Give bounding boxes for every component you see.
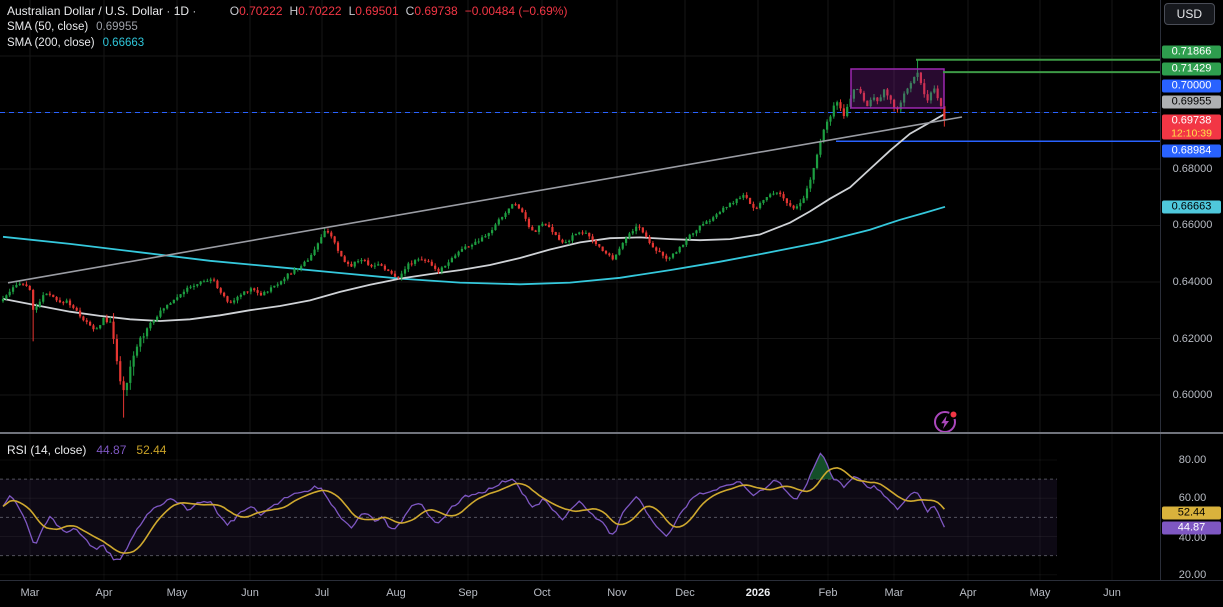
open-value: 0.70222 [239, 4, 283, 18]
price-badge: 0.68984 [1162, 144, 1221, 158]
rsi-badge: 44.87 [1162, 521, 1221, 535]
price-axis-label: 0.64000 [1172, 276, 1213, 288]
rsi-legend[interactable]: RSI (14, close) 44.87 52.44 [7, 443, 166, 457]
pane-separator-handle[interactable] [0, 432, 1223, 434]
rsi-value: 44.87 [96, 443, 127, 457]
price-badge: 0.71866 [1162, 45, 1221, 59]
time-axis-label: May [1029, 587, 1051, 599]
change-value: −0.00484 (−0.69%) [464, 4, 568, 18]
main-price-pane[interactable] [0, 0, 1160, 434]
trendline [7, 116, 963, 284]
time-axis-label: Oct [533, 587, 551, 599]
close-value: 0.69738 [414, 4, 458, 18]
price-badge: 0.69955 [1162, 95, 1221, 109]
price-range-box [850, 68, 945, 109]
sma200-value: 0.66663 [102, 37, 145, 49]
rsi-label: RSI (14, close) [7, 443, 87, 457]
sma50-value: 0.69955 [96, 21, 138, 33]
separator-dot: · [163, 4, 174, 18]
rsi-ma-value: 52.44 [136, 443, 167, 457]
main-chart-canvas[interactable] [0, 0, 1160, 434]
price-axis-label: 0.68000 [1172, 163, 1213, 175]
time-axis-label: Apr [959, 587, 977, 599]
rsi-ma-line [2, 466, 946, 554]
price-scale[interactable]: 0.68000 0.66000 0.64000 0.62000 0.60000 80.00… [1160, 0, 1223, 581]
time-axis-label: Dec [675, 587, 695, 599]
symbol-title[interactable]: Australian Dollar / U.S. Dollar [7, 4, 164, 18]
price-badge: 0.66663 [1162, 200, 1221, 214]
ohlc-readout: O0.70222 H0.70222 L0.69501 C0.69738 −0.00484… [230, 4, 575, 18]
open-label: O [229, 4, 240, 18]
sma50-row[interactable]: SMA (50, close) 0.69955 [7, 19, 574, 35]
close-label: C [405, 4, 415, 18]
countdown-timer: 12:10:39 [1171, 127, 1212, 140]
time-axis-label: Mar [20, 587, 40, 599]
sma200-row[interactable]: SMA (200, close) 0.66663 [7, 35, 574, 51]
time-axis-label: Jun [241, 587, 259, 599]
price-axis-label: 0.60000 [1172, 389, 1213, 401]
price-badge: 0.71429 [1162, 62, 1221, 76]
symbol-row[interactable]: Australian Dollar / U.S. Dollar · 1D · O… [7, 3, 574, 19]
rsi-axis-label: 20.00 [1178, 569, 1207, 581]
sma200-label: SMA (200, close) [7, 37, 95, 49]
sma200-line [2, 205, 946, 286]
low-value: 0.69501 [355, 4, 399, 18]
time-axis-label: Apr [95, 587, 113, 599]
price-axis-label: 0.62000 [1172, 333, 1213, 345]
high-value: 0.70222 [298, 4, 342, 18]
time-axis-label: Jul [314, 587, 330, 599]
time-axis-label: Aug [386, 587, 406, 599]
rsi-axis-label: 40.00 [1178, 532, 1207, 544]
time-axis-label: Jun [1103, 587, 1121, 599]
time-axis-label: Mar [884, 587, 904, 599]
rsi-chart-canvas[interactable] [0, 434, 1160, 580]
time-axis-label: Feb [818, 587, 838, 599]
time-axis-label: 2026 [745, 587, 771, 599]
notification-dot [950, 411, 957, 418]
time-axis[interactable]: Mar Apr May Jun Jul Aug Sep Oct Nov Dec 2026 Feb Mar… [0, 580, 1223, 607]
sma50-line [2, 113, 946, 322]
low-label: L [348, 4, 356, 18]
high-label: H [289, 4, 299, 18]
time-axis-label: May [166, 587, 188, 599]
trailing-dot: · [189, 4, 197, 18]
rsi-badge: 52.44 [1162, 506, 1221, 520]
price-axis-label: 0.66000 [1172, 219, 1213, 231]
candlesticks [1, 59, 946, 418]
currency-toggle-button[interactable]: USD [1163, 3, 1215, 25]
time-axis-label: Nov [607, 587, 627, 599]
time-axis-label: Sep [458, 587, 478, 599]
main-legend: Australian Dollar / U.S. Dollar · 1D · O… [7, 3, 574, 51]
rsi-axis-label: 80.00 [1178, 454, 1207, 466]
price-badge: 0.69738 12:10:39 [1162, 114, 1221, 140]
rsi-line [2, 452, 945, 561]
sma50-label: SMA (50, close) [7, 21, 89, 33]
interval-label[interactable]: 1D [173, 4, 190, 18]
rsi-pane[interactable] [0, 434, 1160, 580]
rsi-axis-label: 60.00 [1178, 492, 1207, 504]
price-badge: 0.70000 [1162, 79, 1221, 93]
